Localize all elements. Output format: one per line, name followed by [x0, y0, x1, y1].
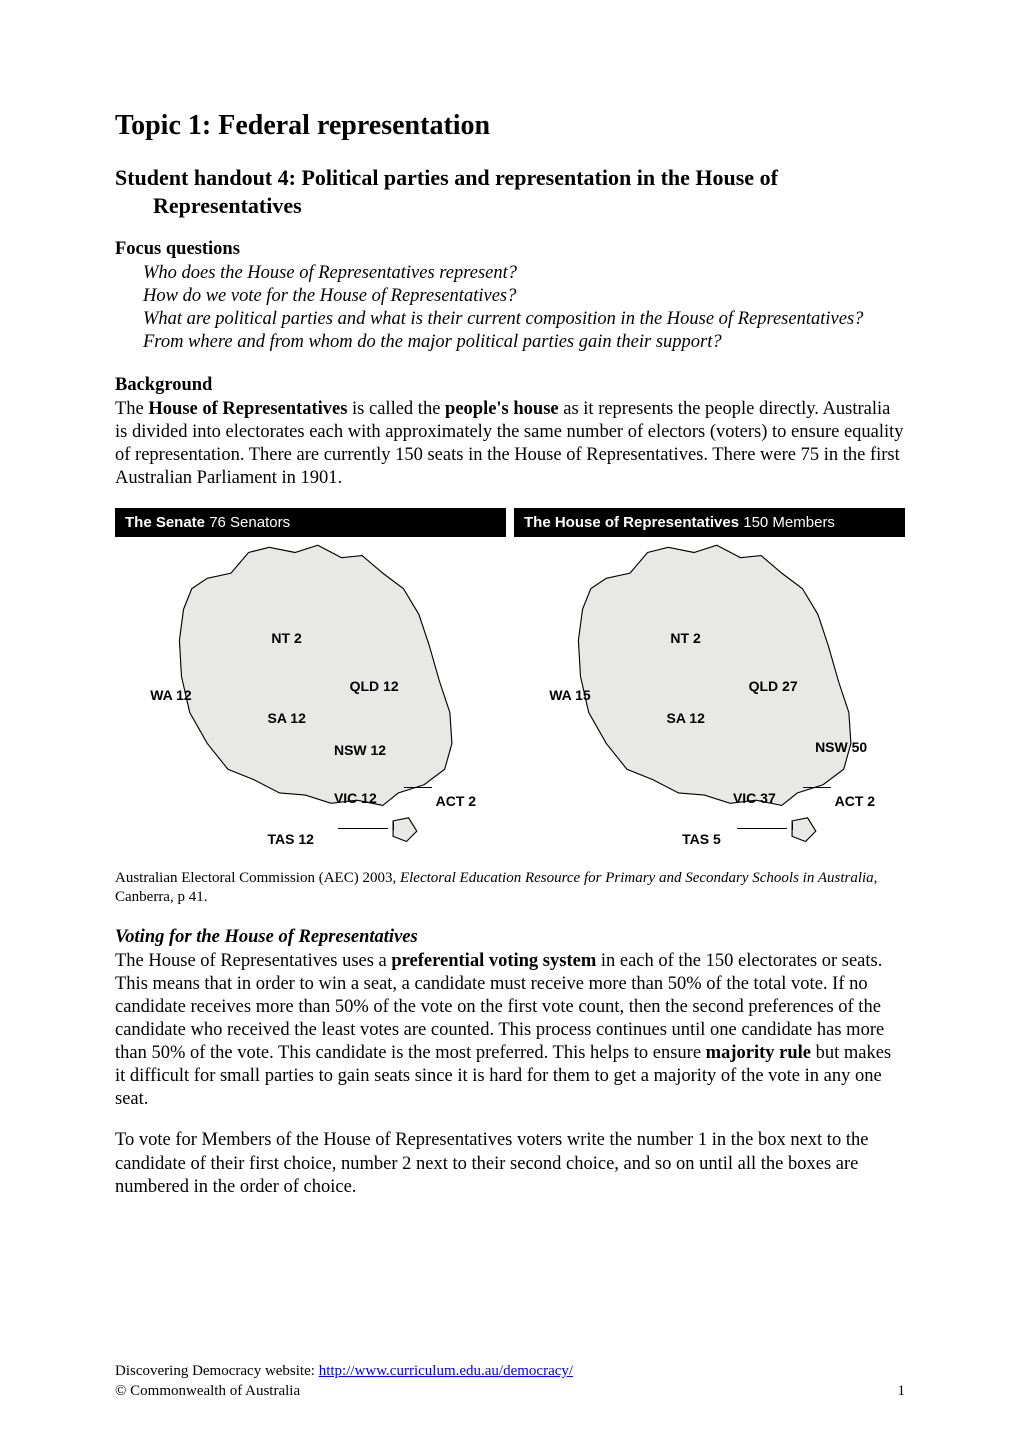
- australia-shape: [578, 545, 851, 841]
- document-page: Topic 1: Federal representation Student …: [0, 0, 1020, 1443]
- term-preferential-voting: preferential voting system: [391, 951, 596, 971]
- senate-map: WA 12 NT 2 SA 12 QLD 12 NSW 12 VIC 12 AC…: [115, 537, 506, 857]
- senate-label-vic: VIC 12: [334, 790, 377, 806]
- focus-question-4: From where and from whom do the major po…: [143, 331, 905, 354]
- house-map-header: The House of Representatives 150 Members: [514, 508, 905, 537]
- footer-link[interactable]: http://www.curriculum.edu.au/democracy/: [319, 1363, 573, 1379]
- senate-label-wa: WA 12: [150, 687, 192, 703]
- background-heading: Background: [115, 375, 905, 396]
- house-tas-leader-line: [737, 828, 787, 829]
- senate-label-nt: NT 2: [271, 630, 301, 646]
- page-number: 1: [898, 1382, 906, 1402]
- subtitle-line-2: Representatives: [115, 192, 905, 220]
- house-label-vic: VIC 37: [733, 790, 776, 806]
- house-map-panel: The House of Representatives 150 Members…: [514, 508, 905, 857]
- term-house-of-representatives: House of Representatives: [148, 399, 347, 419]
- focus-questions-list: Who does the House of Representatives re…: [115, 262, 905, 355]
- house-label-tas: TAS 5: [682, 831, 721, 847]
- footer-left: Discovering Democracy website: http://ww…: [115, 1362, 573, 1401]
- house-label-nt: NT 2: [670, 630, 700, 646]
- voting-paragraph-2: To vote for Members of the House of Repr…: [115, 1129, 905, 1198]
- senate-tas-arrow: [393, 822, 394, 830]
- house-act-leader-line: [803, 787, 831, 788]
- page-footer: Discovering Democracy website: http://ww…: [115, 1362, 905, 1401]
- senate-map-panel: The Senate 76 Senators WA 12 NT 2 SA 12 …: [115, 508, 506, 857]
- senate-map-header: The Senate 76 Senators: [115, 508, 506, 537]
- footer-site-label: Discovering Democracy website:: [115, 1363, 319, 1379]
- house-label-qld: QLD 27: [749, 678, 798, 694]
- focus-question-1: Who does the House of Representatives re…: [143, 262, 905, 285]
- focus-question-3: What are political parties and what is t…: [143, 308, 905, 331]
- house-header-title: The House of Representatives: [524, 514, 739, 531]
- house-header-count: 150 Members: [739, 514, 835, 531]
- house-map: WA 15 NT 2 SA 12 QLD 27 NSW 50 VIC 37 AC…: [514, 537, 905, 857]
- voting-paragraph-1: The House of Representatives uses a pref…: [115, 950, 905, 1112]
- bg-text-pre: The: [115, 399, 148, 419]
- australia-maps-figure: The Senate 76 Senators WA 12 NT 2 SA 12 …: [115, 508, 905, 857]
- house-label-sa: SA 12: [666, 710, 704, 726]
- focus-questions-heading: Focus questions: [115, 239, 905, 260]
- house-label-nsw: NSW 50: [815, 739, 867, 755]
- caption-title: Electoral Education Resource for Primary…: [400, 870, 874, 886]
- background-paragraph: The House of Representatives is called t…: [115, 398, 905, 491]
- senate-label-nsw: NSW 12: [334, 742, 386, 758]
- house-tas-arrow: [792, 822, 793, 830]
- voting-heading: Voting for the House of Representatives: [115, 927, 905, 948]
- focus-question-2: How do we vote for the House of Represen…: [143, 285, 905, 308]
- senate-label-sa: SA 12: [267, 710, 305, 726]
- house-label-act: ACT 2: [835, 793, 875, 809]
- senate-header-title: The Senate: [125, 514, 205, 531]
- senate-act-leader-line: [404, 787, 432, 788]
- house-label-wa: WA 15: [549, 687, 591, 703]
- bg-text-mid1: is called the: [347, 399, 445, 419]
- term-majority-rule: majority rule: [706, 1043, 811, 1063]
- term-peoples-house: people's house: [445, 399, 559, 419]
- australia-shape: [179, 545, 452, 841]
- senate-label-tas: TAS 12: [267, 831, 313, 847]
- page-title: Topic 1: Federal representation: [115, 110, 905, 142]
- senate-label-qld: QLD 12: [350, 678, 399, 694]
- senate-tas-leader-line: [338, 828, 388, 829]
- subtitle-line-1: Student handout 4: Political parties and…: [115, 165, 778, 190]
- senate-label-act: ACT 2: [436, 793, 476, 809]
- senate-header-count: 76 Senators: [205, 514, 290, 531]
- handout-subtitle: Student handout 4: Political parties and…: [115, 164, 905, 219]
- caption-pre: Australian Electoral Commission (AEC) 20…: [115, 870, 400, 886]
- voting-p1-pre: The House of Representatives uses a: [115, 951, 391, 971]
- footer-copyright: © Commonwealth of Australia: [115, 1383, 300, 1399]
- map-caption: Australian Electoral Commission (AEC) 20…: [115, 869, 905, 907]
